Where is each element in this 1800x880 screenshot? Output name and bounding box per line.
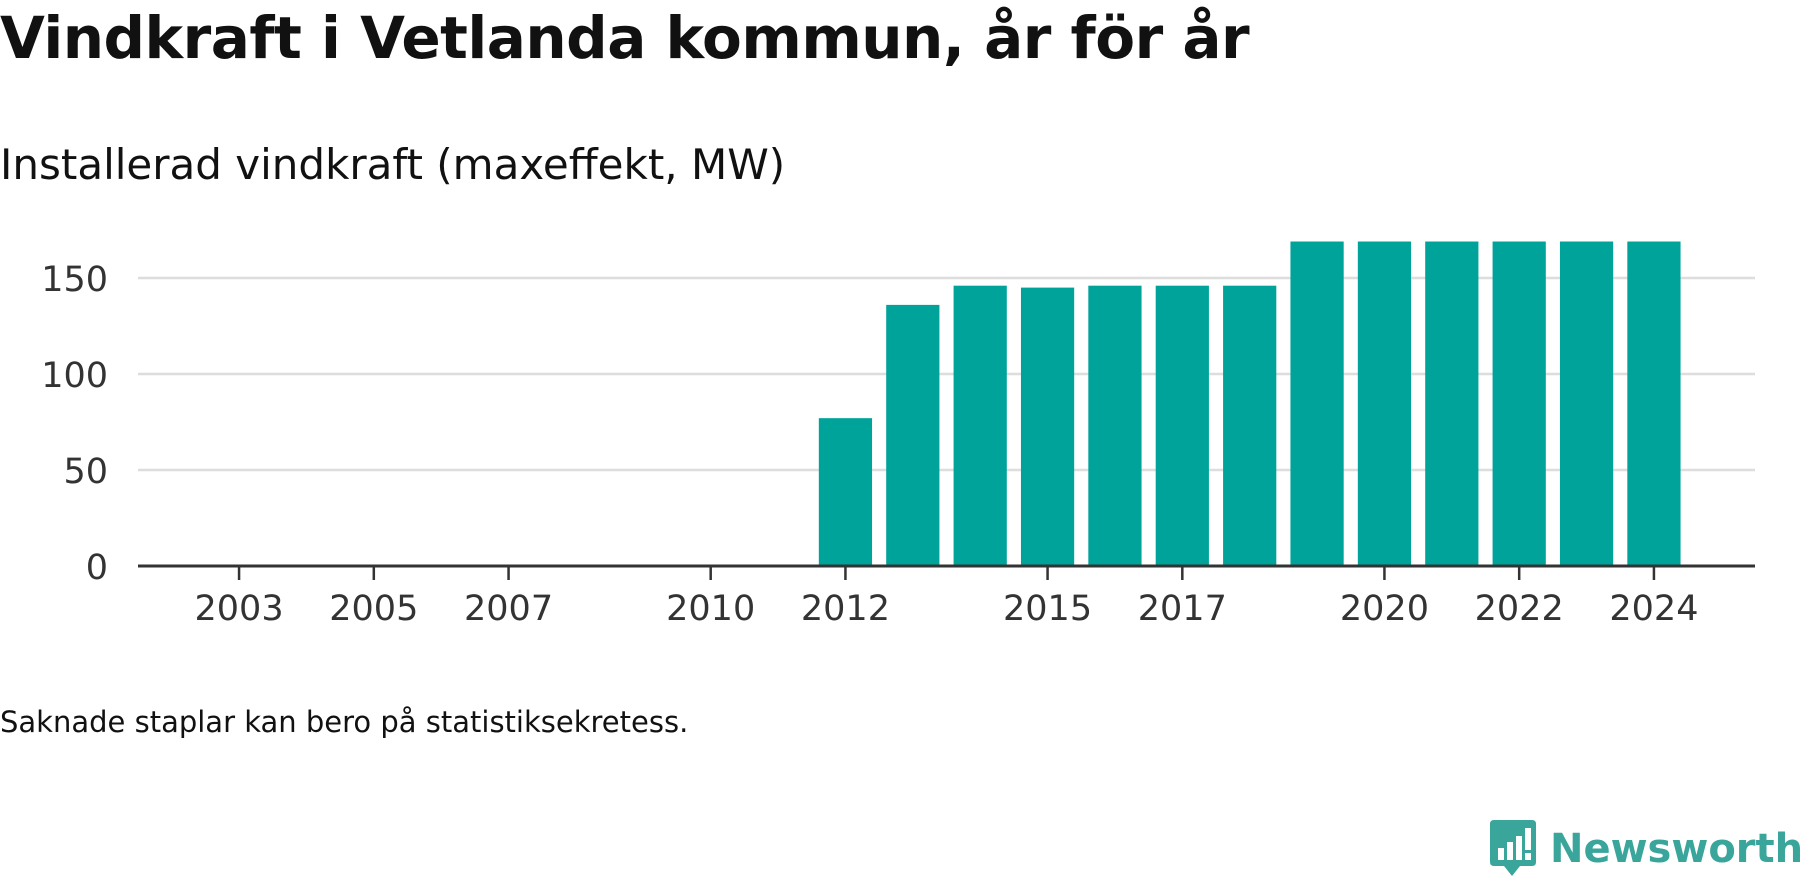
bar-2019 [1290,241,1344,566]
x-tick-label: 2003 [195,589,284,629]
bar-2015 [1020,287,1075,566]
bar-2020 [1357,241,1412,566]
logo-text: Newsworthy [1550,826,1800,872]
bars [818,241,1681,566]
x-tick-label: 2022 [1475,589,1564,629]
x-tick-label: 2015 [1003,589,1092,629]
bar-2012 [818,418,873,566]
x-tick-label: 2020 [1340,589,1429,629]
x-tick-label: 2012 [801,589,890,629]
footnote: Saknade staplar kan bero på statistiksek… [0,705,689,739]
bar-2016 [1088,285,1142,566]
x-tick-label: 2007 [464,589,553,629]
x-tick-label: 2017 [1138,589,1227,629]
bar-2021 [1425,241,1479,566]
gridlines [138,276,1755,472]
bar-2013 [886,304,940,566]
y-tick-label: 100 [41,356,108,396]
bar-2017 [1155,285,1209,566]
x-tick-labels: 2003 2005 2007 2010 2012 2015 2017 2020 2022 2024 [195,589,1699,629]
newsworthy-logo: Newsworthy [1488,818,1800,880]
bar-2022 [1492,241,1546,566]
chart-title: Vindkraft i Vetlanda kommun, år för år [0,4,1250,72]
chart-subtitle: Installerad vindkraft (maxeffekt, MW) [0,140,786,189]
newsworthy-chart-bubble-icon [1490,820,1536,876]
bar-2024 [1627,241,1681,566]
y-tick-label: 0 [86,548,108,588]
bar-2023 [1559,241,1614,566]
y-tick-labels: 0 50 100 150 [41,260,108,588]
x-tick-label: 2010 [666,589,755,629]
bar-2018 [1223,285,1277,566]
y-tick-label: 150 [41,260,108,300]
x-tick-label: 2005 [329,589,418,629]
x-axis [138,564,1755,580]
y-tick-label: 50 [63,452,108,492]
x-tick-label: 2024 [1609,589,1698,629]
bar-2014 [953,285,1007,566]
